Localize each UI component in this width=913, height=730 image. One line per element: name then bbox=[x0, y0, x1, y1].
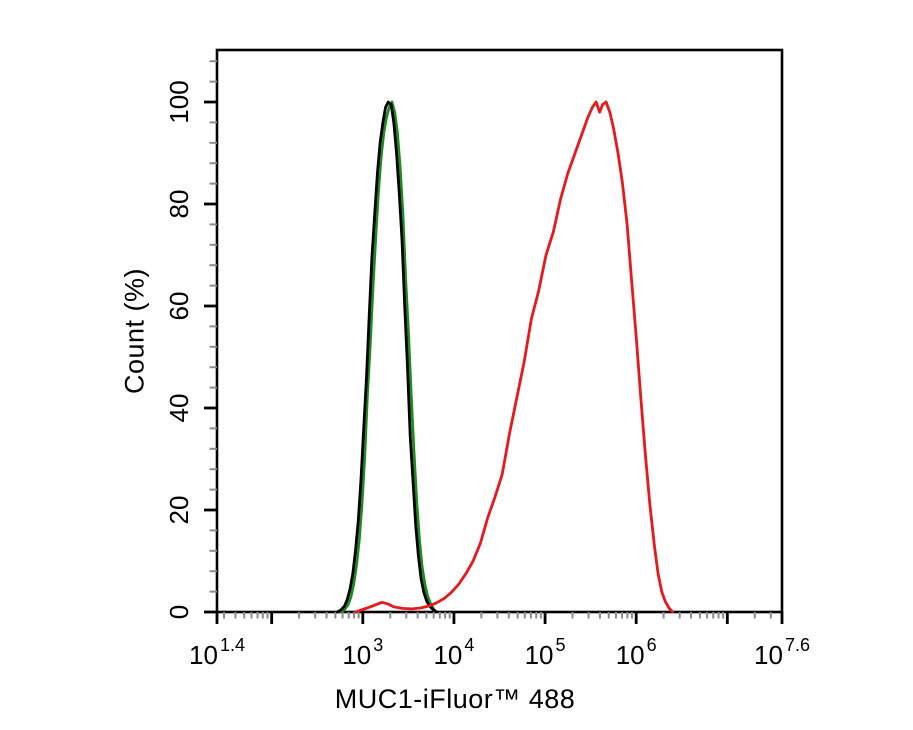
x-axis-label: MUC1-iFluor™ 488 bbox=[334, 684, 576, 714]
x-tick-label: 10 4 bbox=[433, 635, 474, 670]
series-red-curve bbox=[354, 100, 674, 614]
y-tick-label: 100 bbox=[164, 80, 194, 123]
series-black-curve bbox=[335, 100, 439, 614]
y-tick-label: 0 bbox=[164, 605, 194, 619]
y-tick-label: 60 bbox=[164, 292, 194, 321]
x-tick-label: 10 7.6 bbox=[754, 635, 810, 670]
plot-border bbox=[215, 48, 784, 614]
y-tick-label: 40 bbox=[164, 394, 194, 423]
x-tick-label: 10 5 bbox=[525, 635, 566, 670]
y-axis-label: Count (%) bbox=[119, 267, 150, 395]
x-tick-label: 10 1.4 bbox=[189, 635, 245, 670]
x-tick-label: 10 3 bbox=[342, 635, 383, 670]
y-tick-label: 80 bbox=[164, 190, 194, 219]
y-tick-label: 20 bbox=[164, 496, 194, 525]
x-tick-label: 10 6 bbox=[616, 635, 657, 670]
series-green-curve bbox=[339, 100, 438, 614]
